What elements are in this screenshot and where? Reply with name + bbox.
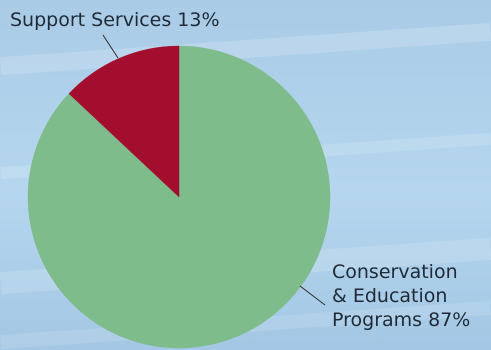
pie-slice-support-services	[68, 45, 180, 198]
slice-label-support-services: Support Services 13%	[10, 9, 220, 31]
leader-line-support-services	[102, 34, 119, 59]
slice-label-line: & Education	[332, 285, 448, 307]
slice-label-line: Programs 87%	[332, 309, 471, 331]
leader-line-conservation	[299, 285, 326, 306]
pie-slices	[27, 45, 331, 349]
slice-label-line: Conservation	[332, 261, 458, 283]
slice-label-conservation-education: Conservation & Education Programs 87%	[332, 260, 470, 332]
pie-slice-conservation-education	[27, 45, 331, 349]
